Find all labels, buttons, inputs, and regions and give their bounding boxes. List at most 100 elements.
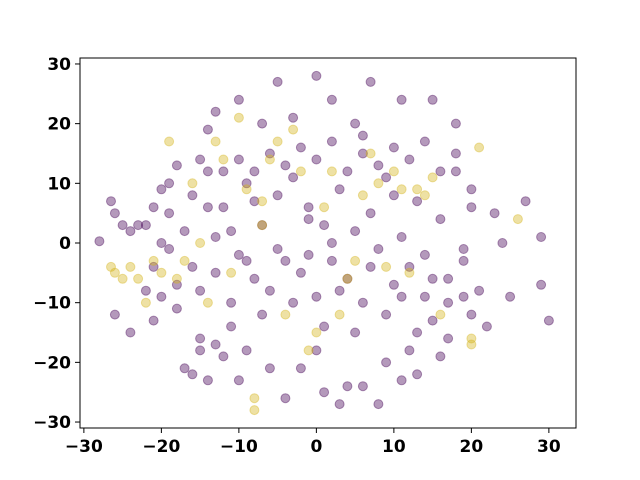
scatter-point-s0-1 [106,196,116,207]
scatter-point-s0-137 [249,166,260,177]
scatter-point-s0-112 [148,261,159,272]
x-axis: −30 −20 −10 0 10 20 30 [65,428,561,457]
scatter-point-s0-108 [443,273,454,284]
scatter-point-s0-115 [210,232,221,242]
scatter-point-s0-38 [311,70,322,81]
scatter-point-s1-35 [357,190,368,201]
scatter-point-s1-2 [117,273,128,284]
scatter-point-s0-119 [272,244,283,254]
scatter-point-s0-130 [443,333,454,344]
scatter-point-s0-89 [295,267,306,278]
scatter-point-s1-9 [171,273,182,284]
scatter-point-s1-13 [202,297,213,308]
scatter-point-s1-33 [342,273,353,284]
scatter-point-s0-61 [458,244,469,254]
scatter-point-s0-33 [272,76,283,87]
scatter-point-s0-16 [179,363,190,374]
scatter-point-s0-47 [357,381,368,392]
scatter-point-s0-148 [419,136,430,147]
scatter-point-s1-8 [164,136,175,147]
scatter-point-s1-7 [156,267,167,278]
scatter-point-s1-40 [396,184,407,195]
scatter-point-s1-25 [280,309,291,320]
scatter-point-s0-125 [365,261,376,272]
scatter-point-s0-10 [148,315,159,326]
scatter-point-s0-103 [404,261,415,272]
scatter-point-s0-124 [350,327,361,338]
scatter-point-s1-47 [466,339,477,350]
scatter-point-s0-109 [450,166,461,177]
scatter-point-s1-42 [412,184,423,195]
scatter-point-s0-131 [458,291,469,302]
scatter-point-s0-99 [373,244,384,254]
scatter-point-s1-26 [288,124,299,135]
scatter-point-s1-20 [249,405,260,416]
scatter-point-s0-100 [381,172,392,183]
scatter-point-s0-94 [334,184,345,195]
scatter-point-s0-17 [187,369,198,380]
scatter-point-s0-49 [373,399,384,410]
scatter-point-s1-48 [474,142,485,153]
scatter-point-s0-106 [427,315,438,326]
scatter-point-s1-29 [311,327,322,338]
scatter-point-s0-37 [303,214,314,225]
scatter-point-s0-41 [326,94,337,105]
scatter-point-s0-24 [210,339,221,350]
scatter-point-s0-27 [233,94,244,105]
scatter-point-s0-113 [171,303,182,314]
y-tick-label: 20 [47,115,71,135]
scatter-point-s0-8 [140,220,151,231]
y-tick-label: 30 [47,55,71,75]
scatter-point-s0-65 [489,208,500,219]
scatter-point-s0-117 [241,255,252,266]
scatter-point-s0-101 [388,279,399,290]
scatter-point-s0-132 [164,178,175,189]
scatter-point-s0-110 [458,255,469,266]
scatter-point-s0-150 [450,148,461,159]
scatter-point-s1-11 [187,178,198,189]
scatter-point-s1-1 [109,267,120,278]
scatter-point-s1-45 [435,309,446,320]
scatter-point-s0-28 [233,375,244,386]
scatter-point-s0-35 [288,112,299,123]
scatter-point-s0-81 [233,249,244,260]
x-tick-label: 20 [460,437,484,457]
scatter-point-s0-141 [311,154,322,165]
scatter-point-s1-28 [303,345,314,356]
scatter-point-s0-80 [226,226,237,237]
x-tick-label: 30 [537,437,561,457]
scatter-point-s1-4 [133,273,144,284]
scatter-point-s0-72 [140,285,151,296]
scatter-point-s0-20 [195,345,206,356]
y-tick-label: −10 [33,294,71,314]
scatter-point-s0-12 [156,291,167,302]
scatter-point-s0-121 [303,249,314,260]
scatter-point-s0-45 [350,118,361,129]
scatter-point-s0-76 [187,261,198,272]
x-tick-label: 0 [310,437,322,457]
scatter-point-s1-41 [404,267,415,278]
scatter-point-s0-30 [249,196,260,207]
scatter-point-s1-31 [326,166,337,177]
x-tick-label: −20 [142,437,180,457]
scatter-point-s0-143 [342,166,353,177]
scatter-point-s0-0 [94,236,105,247]
scatter-point-s0-111 [466,309,477,320]
y-axis: −30 −20 −10 0 10 20 30 [33,55,80,433]
scatter-point-s0-5 [125,226,136,237]
scatter-point-s0-93 [326,255,337,266]
scatter-point-s0-78 [210,267,221,278]
scatter-point-s0-73 [156,184,167,195]
scatter-point-s1-17 [233,112,244,123]
scatter-point-s0-127 [396,291,407,302]
scatter-point-s1-5 [140,297,151,308]
scatter-point-s0-58 [435,351,446,362]
scatter-point-s0-149 [435,166,446,177]
scatter-point-s0-23 [210,106,221,117]
scatter-point-s0-139 [280,160,291,171]
y-tick-label: 0 [59,234,71,254]
scatter-point-s0-90 [303,202,314,213]
scatter-point-s0-50 [381,357,392,368]
scatter-point-s0-18 [195,154,206,165]
